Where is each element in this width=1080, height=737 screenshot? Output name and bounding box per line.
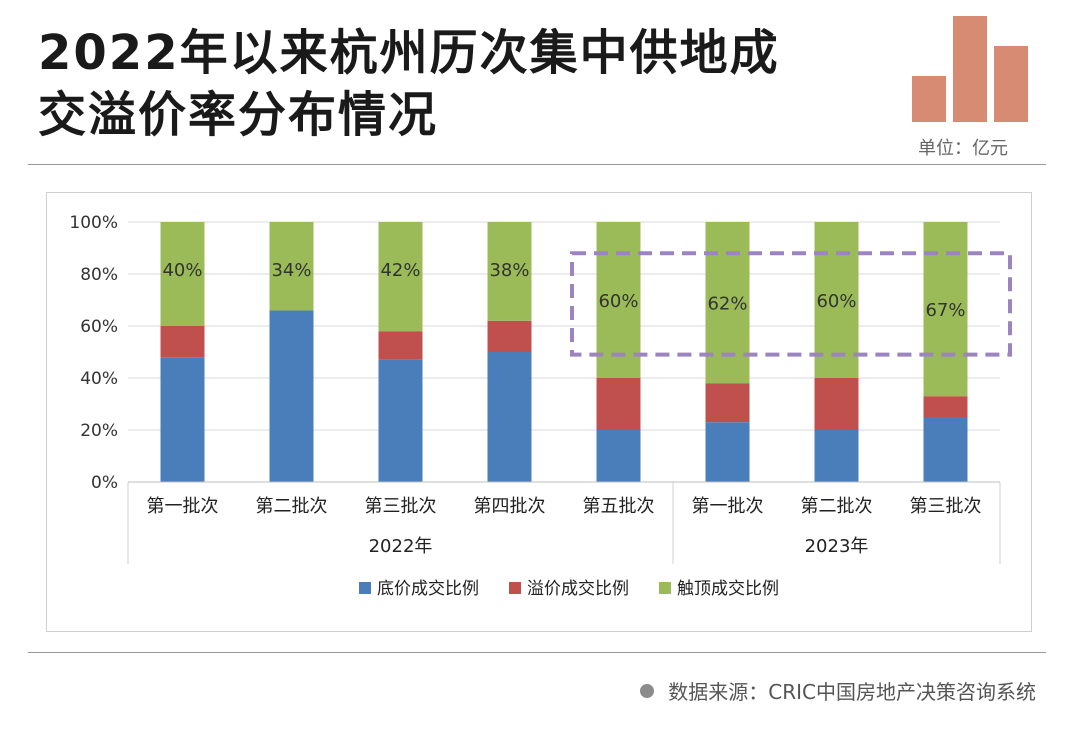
- bar-segment: [378, 222, 423, 332]
- data-label: 67%: [925, 300, 965, 321]
- stacked-bar-chart: 0% 20% 40% 60% 80% 100% 40% 第一批次 34% 第二批次 42% 第三批次 3…: [69, 213, 1012, 599]
- x-category-label: 第一批次: [692, 496, 764, 517]
- y-tick-label: 60%: [80, 317, 118, 337]
- data-label: 38%: [489, 260, 529, 281]
- highlight-box: [570, 251, 1012, 357]
- bar-chart-logo-icon: [912, 16, 1028, 122]
- bar-segment: [487, 222, 532, 321]
- bullet-dot-icon: [640, 683, 655, 698]
- x-group-label: 2023年: [805, 536, 869, 557]
- bar-segment: [923, 222, 968, 397]
- x-category-label: 第一批次: [147, 496, 219, 517]
- source-text: 数据来源：CRIC中国房地产决策咨询系统: [668, 680, 1036, 704]
- x-category-label: 第二批次: [801, 496, 873, 517]
- x-category-label: 第三批次: [365, 496, 437, 517]
- data-label: 60%: [598, 291, 638, 312]
- legend-swatch: [659, 582, 671, 594]
- bar-segment: [814, 430, 859, 482]
- bar-segment: [378, 331, 423, 360]
- bar-segment: [923, 417, 968, 482]
- legend-label: 底价成交比例: [377, 579, 479, 599]
- legend-swatch: [359, 582, 371, 594]
- chart-frame: [46, 192, 1032, 632]
- bar-segment: [487, 320, 532, 352]
- bar-segment: [269, 310, 314, 482]
- x-category-label: 第四批次: [474, 496, 546, 517]
- x-category-label: 第三批次: [910, 496, 982, 517]
- bar-segment: [160, 357, 205, 482]
- y-tick-label: 20%: [80, 421, 118, 441]
- unit-label: 单位：亿元: [918, 138, 1008, 159]
- bar-segment: [814, 378, 859, 430]
- top-divider: [28, 164, 1046, 165]
- title-line-1: 2022年以来杭州历次集中供地成: [38, 25, 780, 81]
- y-tick-label: 80%: [80, 265, 118, 285]
- y-tick-label: 0%: [91, 473, 118, 493]
- title-line-2: 交溢价率分布情况: [38, 87, 439, 143]
- bar-segment: [378, 359, 423, 482]
- legend-swatch: [509, 582, 521, 594]
- bar-segment: [923, 396, 968, 417]
- source-note: 数据来源：CRIC中国房地产决策咨询系统: [640, 676, 1036, 705]
- page-title: 2022年以来杭州历次集中供地成 交溢价率分布情况: [38, 22, 780, 146]
- legend-label: 触顶成交比例: [677, 579, 779, 599]
- data-label: 62%: [707, 294, 747, 315]
- x-category-label: 第五批次: [583, 496, 655, 517]
- bar-segment: [596, 222, 641, 378]
- bottom-divider: [28, 652, 1046, 653]
- data-label: 42%: [380, 260, 420, 281]
- bar-segment: [596, 430, 641, 482]
- bar-segment: [269, 222, 314, 311]
- bar-segment: [596, 378, 641, 430]
- bar-segment: [814, 222, 859, 378]
- y-tick-label: 40%: [80, 369, 118, 389]
- x-group-label: 2022年: [369, 536, 433, 557]
- bar-segment: [160, 326, 205, 358]
- bar-segment: [705, 422, 750, 482]
- y-tick-label: 100%: [69, 213, 118, 233]
- data-label: 40%: [162, 260, 202, 281]
- data-label: 60%: [816, 291, 856, 312]
- bar-segment: [160, 222, 205, 326]
- bar-segment: [705, 383, 750, 423]
- x-category-label: 第二批次: [256, 496, 328, 517]
- data-label: 34%: [271, 260, 311, 281]
- legend-label: 溢价成交比例: [527, 579, 629, 599]
- bar-segment: [487, 352, 532, 482]
